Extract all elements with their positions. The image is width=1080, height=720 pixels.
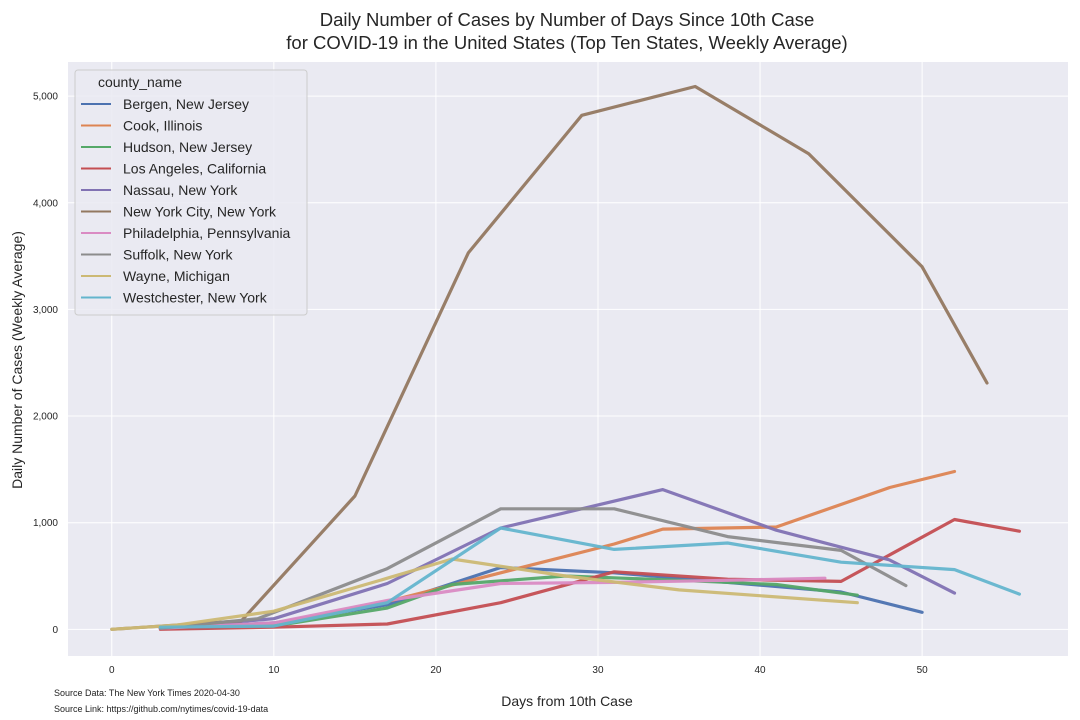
series-line-wayne-michigan — [110, 557, 859, 631]
grid-lines — [68, 62, 1068, 656]
legend-entry-westchester-new-york: Westchester, New York — [123, 290, 268, 306]
y-tick-labels: 0 1,000 2,000 3,000 4,000 5,000 — [33, 92, 58, 636]
chart-title-line-2: for COVID-19 in the United States (Top T… — [286, 32, 847, 53]
legend-entry-new-york-city-new-york: New York City, New York — [123, 204, 277, 220]
x-tick-label: 50 — [917, 665, 929, 676]
legend-entry-los-angeles-california: Los Angeles, California — [123, 161, 266, 177]
y-tick-label: 1,000 — [33, 518, 58, 529]
legend-entry-suffolk-new-york: Suffolk, New York — [123, 247, 233, 263]
series-lines — [110, 84, 1021, 631]
x-tick-label: 20 — [430, 665, 442, 676]
y-tick-label: 4,000 — [33, 198, 58, 209]
x-tick-labels: 0 10 20 30 40 50 — [109, 665, 928, 676]
source-data-note: Source Data: The New York Times 2020-04-… — [54, 688, 240, 698]
legend-title: county_name — [98, 74, 182, 90]
x-tick-label: 40 — [754, 665, 766, 676]
source-link-note: Source Link: https://github.com/nytimes/… — [54, 704, 269, 714]
x-tick-label: 10 — [268, 665, 280, 676]
y-axis-label: Daily Number of Cases (Weekly Average) — [9, 231, 25, 489]
legend-entry-bergen-new-jersey: Bergen, New Jersey — [123, 96, 249, 112]
x-tick-label: 0 — [109, 665, 115, 676]
legend-box — [74, 69, 308, 316]
series-line-los-angeles-california — [158, 517, 1021, 631]
legend: county_name Bergen, New Jersey Cook, Illin… — [74, 69, 308, 316]
legend-entry-hudson-new-jersey: Hudson, New Jersey — [123, 139, 252, 155]
y-tick-label: 0 — [52, 625, 58, 636]
legend-entry-nassau-new-york: Nassau, New York — [123, 182, 238, 198]
legend-entry-cook-illinois: Cook, Illinois — [123, 118, 202, 134]
legend-entry-wayne-michigan: Wayne, Michigan — [123, 268, 230, 284]
y-tick-label: 2,000 — [33, 412, 58, 423]
y-tick-label: 3,000 — [33, 305, 58, 316]
legend-entry-philadelphia-pennsylvania: Philadelphia, Pennsylvania — [123, 225, 291, 241]
series-line-philadelphia-pennsylvania — [158, 576, 827, 630]
y-tick-label: 5,000 — [33, 92, 58, 103]
x-axis-label: Days from 10th Case — [501, 693, 633, 709]
series-line-westchester-new-york — [158, 526, 1021, 629]
series-line-new-york-city-new-york — [110, 84, 989, 631]
x-tick-label: 30 — [592, 665, 604, 676]
chart-title-line-1: Daily Number of Cases by Number of Days … — [320, 9, 815, 30]
